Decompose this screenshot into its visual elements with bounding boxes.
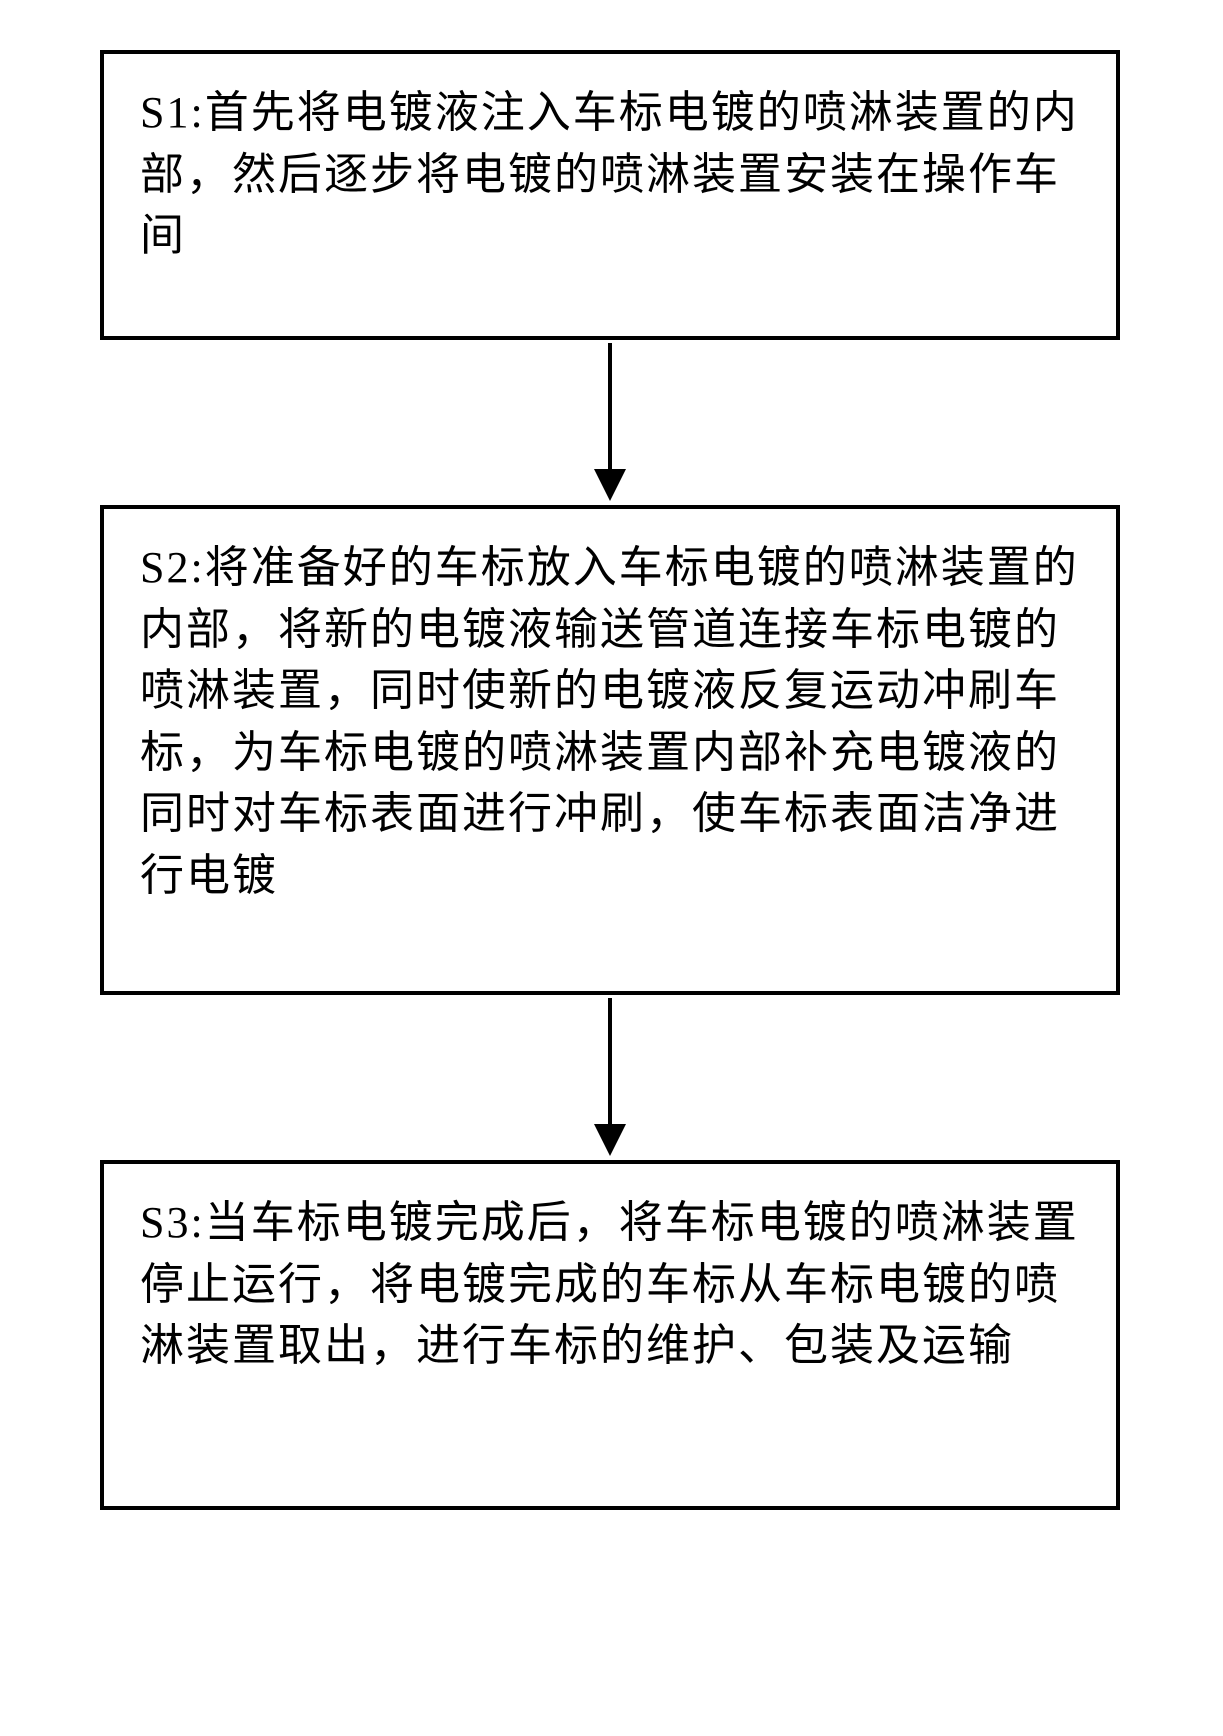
arrow-down-icon bbox=[580, 343, 640, 503]
step-box-s3: S3:当车标电镀完成后，将车标电镀的喷淋装置停止运行，将电镀完成的车标从车标电镀… bbox=[100, 1160, 1120, 1510]
arrow-s2-s3 bbox=[100, 995, 1120, 1160]
arrow-down-icon bbox=[580, 998, 640, 1158]
flowchart-container: S1:首先将电镀液注入车标电镀的喷淋装置的内部，然后逐步将电镀的喷淋装置安装在操… bbox=[100, 50, 1120, 1510]
step-box-s2: S2:将准备好的车标放入车标电镀的喷淋装置的内部，将新的电镀液输送管道连接车标电… bbox=[100, 505, 1120, 995]
arrow-s1-s2 bbox=[100, 340, 1120, 505]
step-text-s1: S1:首先将电镀液注入车标电镀的喷淋装置的内部，然后逐步将电镀的喷淋装置安装在操… bbox=[140, 82, 1080, 267]
step-text-s3: S3:当车标电镀完成后，将车标电镀的喷淋装置停止运行，将电镀完成的车标从车标电镀… bbox=[140, 1192, 1080, 1377]
step-text-s2: S2:将准备好的车标放入车标电镀的喷淋装置的内部，将新的电镀液输送管道连接车标电… bbox=[140, 537, 1080, 907]
step-box-s1: S1:首先将电镀液注入车标电镀的喷淋装置的内部，然后逐步将电镀的喷淋装置安装在操… bbox=[100, 50, 1120, 340]
